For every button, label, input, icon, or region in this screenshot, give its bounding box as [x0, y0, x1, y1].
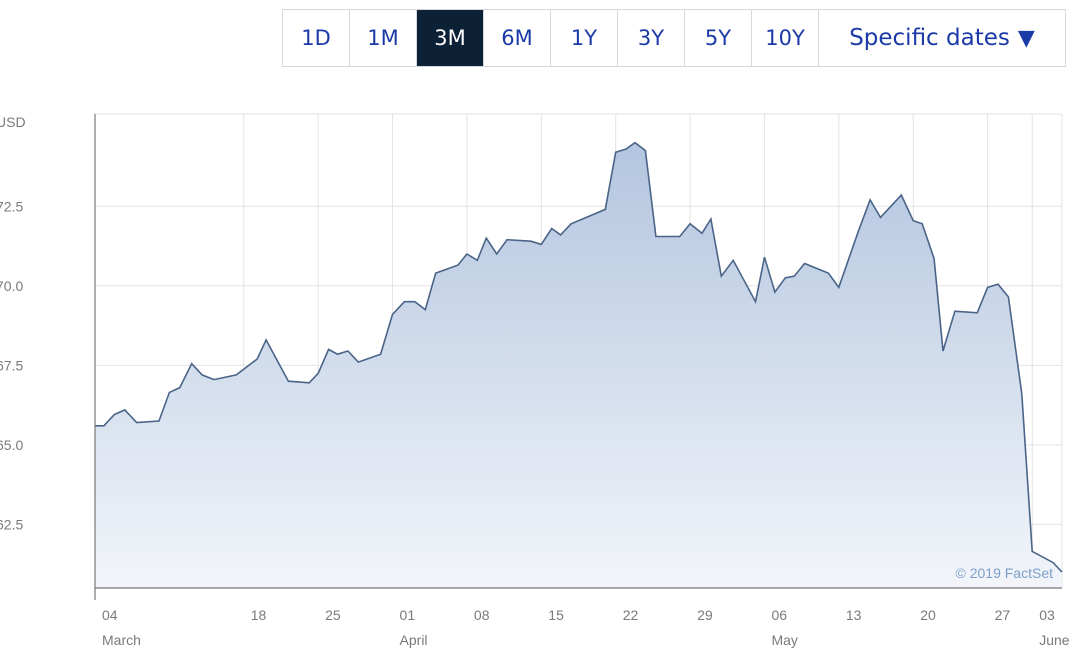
x-tick-label: 27 — [995, 607, 1011, 623]
x-tick-label: 06 — [771, 607, 787, 623]
axes — [94, 114, 1062, 600]
credit-label: © 2019 FactSet — [956, 565, 1054, 581]
x-month-label: April — [400, 632, 428, 648]
price-line — [95, 141, 1063, 573]
x-tick-label: 18 — [251, 607, 267, 623]
x-tick-label: 25 — [325, 607, 341, 623]
range-10y-button[interactable]: 10Y — [752, 10, 819, 66]
y-tick-label: 62.5 — [0, 516, 23, 532]
range-6m-button[interactable]: 6M — [484, 10, 551, 66]
x-tick-label: 15 — [548, 607, 564, 623]
y-tick-label: 70.0 — [0, 278, 23, 294]
range-3y-button[interactable]: 3Y — [618, 10, 685, 66]
x-tick-label: 08 — [474, 607, 490, 623]
x-month-label: March — [102, 632, 141, 648]
x-tick-label: 04 — [102, 607, 118, 623]
triangle-down-icon: ▼ — [1017, 25, 1035, 51]
price-area — [95, 142, 1062, 588]
specific-dates-dropdown[interactable]: Specific dates ▼ — [819, 10, 1065, 66]
x-tick-label: 01 — [400, 607, 416, 623]
y-tick-label: 65.0 — [0, 437, 23, 453]
y-tick-label: 72.5 — [0, 198, 23, 214]
range-3m-button[interactable]: 3M — [417, 10, 484, 66]
x-tick-label: 22 — [623, 607, 639, 623]
specific-dates-label: Specific dates — [849, 25, 1010, 51]
range-1m-button[interactable]: 1M — [350, 10, 417, 66]
x-month-label: June — [1039, 632, 1070, 648]
range-1d-button[interactable]: 1D — [283, 10, 350, 66]
axis-labels: 62.5 65.0 67.5 70.0 72.5 04 18 25 01 08 15 22 29 06 13… — [0, 198, 1070, 648]
x-tick-label: 03 — [1039, 607, 1055, 623]
x-month-label: May — [771, 632, 797, 648]
x-tick-label: 20 — [920, 607, 936, 623]
x-tick-label: 13 — [846, 607, 862, 623]
range-1y-button[interactable]: 1Y — [551, 10, 618, 66]
y-axis-unit-label: USD — [0, 114, 26, 130]
range-5y-button[interactable]: 5Y — [685, 10, 752, 66]
x-tick-label: 29 — [697, 607, 713, 623]
y-tick-label: 67.5 — [0, 357, 23, 373]
range-selector: 1D 1M 3M 6M 1Y 3Y 5Y 10Y Specific dates … — [282, 9, 1066, 67]
